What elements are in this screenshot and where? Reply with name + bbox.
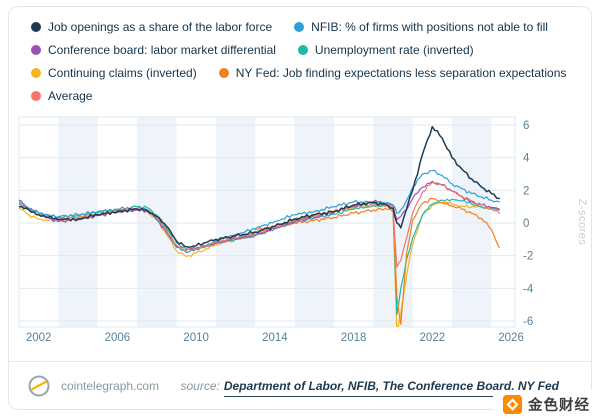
legend-item-label: Unemployment rate (inverted)	[314, 43, 474, 57]
y-tick-label: 4	[523, 153, 530, 165]
y-tick-label: -4	[523, 283, 534, 295]
x-tick-label: 2022	[420, 332, 446, 344]
y-tick-label: -2	[523, 251, 533, 263]
jinse-logo-icon	[503, 395, 522, 414]
chart-card: Job openings as a share of the labor for…	[8, 6, 592, 410]
legend-dot-icon	[294, 22, 305, 32]
series-line-0	[19, 125, 501, 248]
y-tick-label: -6	[523, 316, 533, 328]
x-tick-label: 2026	[498, 332, 524, 344]
x-tick-label: 2010	[183, 332, 209, 344]
legend-dot-icon	[297, 45, 308, 55]
legend-dot-icon	[218, 68, 229, 78]
footer: cointelegraph.com source: Department of L…	[9, 361, 591, 409]
legend-item-label: NY Fed: Job finding expectations less se…	[235, 66, 567, 80]
legend-dot-icon	[31, 22, 41, 32]
x-axis-labels: 2002 2006 2010 2014 2018 2022 2026	[26, 332, 524, 344]
jinse-watermark: 金色财经	[493, 390, 598, 420]
y-tick-label: 2	[523, 185, 529, 197]
site-name: cointelegraph.com	[61, 378, 160, 393]
legend: Job openings as a share of the labor for…	[9, 7, 591, 105]
legend-item-label: Job openings as a share of the labor for…	[48, 20, 273, 34]
legend-item-6: Average	[31, 89, 92, 103]
source-label: source:	[180, 378, 220, 393]
legend-dot-icon	[31, 91, 41, 101]
grid-lines	[18, 116, 516, 328]
x-tick-label: 2002	[26, 332, 52, 344]
legend-item-2: Conference board: labor market different…	[31, 43, 276, 57]
series-line-5	[254, 197, 500, 325]
source-line: source: Department of Labor, NFIB, The Co…	[180, 378, 559, 397]
legend-item-4: Continuing claims (inverted)	[31, 66, 197, 80]
legend-dot-icon	[31, 45, 41, 55]
legend-item-label: Continuing claims (inverted)	[48, 66, 197, 80]
x-tick-label: 2018	[341, 332, 367, 344]
y-axis-labels: 6 4 2 0 -2 -4 -6	[523, 120, 534, 328]
legend-item-label: Average	[48, 89, 93, 103]
x-tick-label: 2006	[105, 332, 131, 344]
x-tick-label: 2014	[262, 332, 288, 344]
legend-item-label: NFIB: % of firms with positions not able…	[311, 20, 548, 34]
series-line-1	[19, 169, 500, 253]
y-tick-label: 0	[523, 218, 529, 230]
legend-dot-icon	[31, 68, 41, 78]
series-lines	[19, 125, 501, 327]
legend-item-label: Conference board: labor market different…	[48, 43, 276, 57]
y-axis-title: Z-scores	[576, 199, 588, 246]
watermark-text: 金色财经	[528, 398, 590, 414]
y-tick-label: 6	[523, 120, 529, 132]
legend-item-3: Unemployment rate (inverted)	[297, 43, 474, 57]
labor-market-chart: 2002 2006 2010 2014 2018 2022 2026 6 4 2 0 -2 -4 -6 Z-…	[18, 116, 588, 344]
legend-item-5: NY Fed: Job finding expectations less se…	[218, 66, 567, 80]
legend-item-0: Job openings as a share of the labor for…	[31, 20, 272, 34]
cointelegraph-logo-icon	[27, 374, 51, 398]
legend-item-1: NFIB: % of firms with positions not able…	[294, 20, 548, 34]
source-text: Department of Labor, NFIB, The Conferenc…	[223, 378, 559, 397]
